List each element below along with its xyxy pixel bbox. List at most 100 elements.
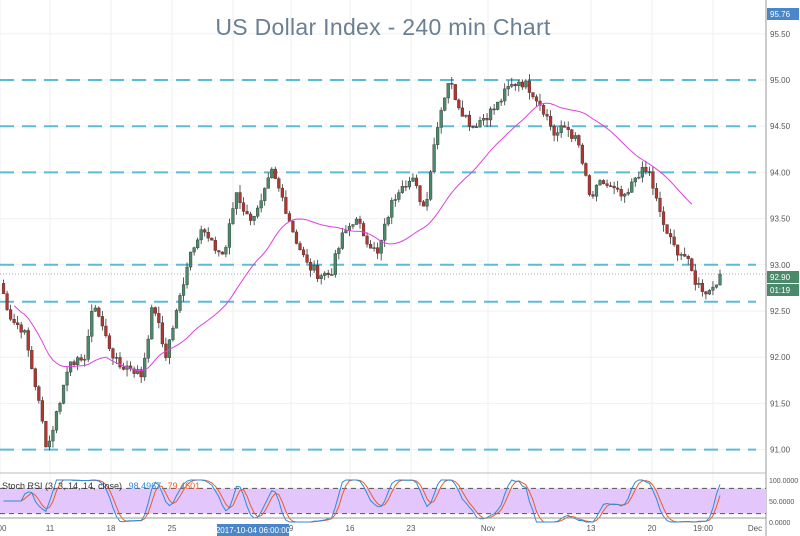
candle-body bbox=[661, 211, 666, 225]
candle-body bbox=[287, 213, 292, 222]
candle-body bbox=[397, 192, 401, 200]
candle-body bbox=[478, 120, 482, 128]
candle-body bbox=[47, 440, 52, 448]
candle-body bbox=[51, 429, 55, 442]
candle-body bbox=[294, 231, 299, 244]
candle-body bbox=[421, 201, 426, 207]
candle-body bbox=[319, 275, 323, 279]
candle-body bbox=[206, 231, 210, 239]
candle-body bbox=[210, 237, 214, 241]
candle-body bbox=[178, 295, 182, 311]
candle-body bbox=[188, 251, 193, 268]
candle-body bbox=[118, 357, 122, 368]
candle-body bbox=[506, 86, 510, 90]
candle-body bbox=[277, 178, 281, 189]
stoch-tick-label: 100.0000 bbox=[769, 478, 798, 485]
stoch-k-value: 98.4967 bbox=[128, 481, 162, 491]
candle-body bbox=[30, 350, 34, 369]
candle-body bbox=[248, 213, 253, 221]
candle-body bbox=[428, 171, 433, 200]
last-price-label: 92.90 bbox=[770, 273, 791, 282]
high-price-badge bbox=[767, 8, 799, 20]
candle-body bbox=[54, 411, 59, 431]
candle-body bbox=[718, 273, 722, 286]
candle-body bbox=[316, 265, 320, 279]
candle-body bbox=[668, 233, 673, 238]
candle-body bbox=[132, 368, 136, 374]
candle-body bbox=[446, 83, 450, 99]
candle-body bbox=[644, 166, 648, 172]
candle-body bbox=[601, 180, 606, 184]
candle-body bbox=[566, 127, 570, 130]
candle-body bbox=[693, 270, 697, 285]
candle-body bbox=[587, 175, 592, 195]
candle-body bbox=[531, 92, 535, 98]
candle-body bbox=[312, 265, 316, 271]
candle-body bbox=[541, 105, 546, 115]
candle-body bbox=[538, 100, 542, 106]
candle-body bbox=[605, 183, 609, 186]
candle-body bbox=[658, 197, 662, 212]
candle-body bbox=[263, 188, 267, 201]
candle-body bbox=[143, 357, 147, 378]
candle-body bbox=[114, 357, 119, 359]
stoch-tick-label: 50.0000 bbox=[769, 499, 794, 506]
price-tick-label: 91.50 bbox=[770, 399, 791, 408]
candle-body bbox=[496, 101, 500, 110]
price-tick-label: 94.50 bbox=[770, 122, 791, 131]
candle-body bbox=[33, 368, 37, 387]
candle-body bbox=[1, 283, 6, 294]
candle-body bbox=[503, 88, 507, 102]
time-tick-label: Nov bbox=[481, 524, 495, 533]
candle-body bbox=[23, 330, 27, 333]
candle-body bbox=[524, 80, 528, 88]
candle-body bbox=[100, 316, 104, 327]
candle-body bbox=[608, 185, 613, 187]
candle-body bbox=[683, 254, 687, 257]
time-tick-label: 18 bbox=[107, 524, 116, 533]
candle-body bbox=[672, 236, 676, 246]
candle-body bbox=[136, 369, 140, 374]
candle-body bbox=[563, 125, 567, 128]
candle-body bbox=[259, 200, 263, 209]
candle-body bbox=[301, 249, 306, 256]
candle-body bbox=[171, 327, 175, 340]
price-axis bbox=[766, 0, 800, 536]
candle-body bbox=[217, 250, 221, 253]
candle-body bbox=[534, 96, 539, 102]
candle-body bbox=[26, 330, 30, 351]
candle-body bbox=[439, 110, 443, 128]
candle-body bbox=[308, 262, 313, 271]
time-tick-label: 00 bbox=[0, 524, 7, 533]
candle-body bbox=[245, 211, 249, 215]
price-tick-label: 94.00 bbox=[770, 168, 791, 177]
countdown-label: 01:19 bbox=[770, 286, 791, 295]
candle-body bbox=[499, 100, 503, 103]
candle-body bbox=[72, 361, 76, 365]
candle-body bbox=[107, 335, 112, 349]
candle-body bbox=[492, 108, 496, 111]
price-tick-label: 95.00 bbox=[770, 76, 791, 85]
candle-body bbox=[203, 229, 207, 233]
candle-body bbox=[436, 127, 440, 145]
candle-body bbox=[390, 200, 394, 218]
stoch-d-value: 79.4601 bbox=[167, 481, 201, 491]
candle-body bbox=[690, 258, 694, 271]
candle-body bbox=[361, 223, 366, 237]
candle-body bbox=[460, 107, 464, 117]
candle-body bbox=[280, 187, 284, 198]
time-tick-label: 9 bbox=[289, 524, 294, 533]
candle-body bbox=[594, 184, 599, 197]
candle-body bbox=[358, 218, 362, 224]
candle-body bbox=[347, 226, 352, 231]
candle-body bbox=[330, 274, 334, 276]
time-tick-label: 23 bbox=[407, 524, 416, 533]
candle-body bbox=[400, 186, 404, 193]
candle-body bbox=[252, 216, 256, 221]
candle-body bbox=[570, 129, 574, 139]
candle-body bbox=[700, 283, 704, 292]
candle-body bbox=[372, 247, 376, 249]
candle-body bbox=[619, 189, 623, 197]
